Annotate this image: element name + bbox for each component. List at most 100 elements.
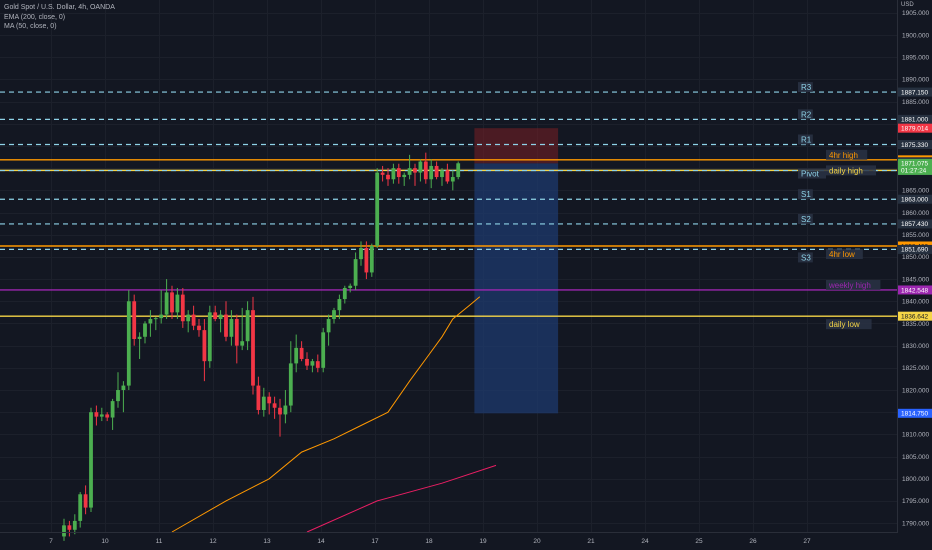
time-axis-tick-label: 19 xyxy=(479,538,487,545)
take-profit-zone xyxy=(474,163,559,414)
candle-body xyxy=(116,390,120,402)
candlesticks xyxy=(62,152,461,541)
candle-body xyxy=(148,319,153,324)
price-axis-tick-label: 1855.000 xyxy=(902,232,929,239)
candle-body xyxy=(94,412,99,417)
level-label-bg xyxy=(798,168,826,179)
level-label: weekly high xyxy=(828,281,871,290)
price-tag-bg xyxy=(898,408,932,418)
candle-body xyxy=(369,245,374,273)
level-label-bg xyxy=(798,189,813,200)
candle-body xyxy=(110,401,115,418)
candle-body xyxy=(78,494,83,521)
time-axis-tick-label: 18 xyxy=(425,538,433,545)
price-tag-level: 1875.330 xyxy=(901,142,928,149)
candle-body xyxy=(251,310,255,386)
candle-body xyxy=(256,385,261,410)
price-axis-tags: 1887.1501881.0001875.3301871.8751869.500… xyxy=(898,87,932,418)
ema-indicator-label[interactable]: EMA (200, close, 0) xyxy=(4,13,66,21)
candle-body xyxy=(283,405,288,415)
price-tag-bg xyxy=(898,123,932,133)
candle-body xyxy=(229,319,234,337)
candle-body xyxy=(445,170,450,182)
candle-body xyxy=(434,165,439,178)
price-tag: 1814.750 xyxy=(901,411,928,418)
time-axis-tick-label: 17 xyxy=(371,538,379,545)
candle-body xyxy=(180,294,185,322)
price-tag-countdown: 01:27:24 xyxy=(901,168,927,175)
price-axis-tick-label: 1830.000 xyxy=(902,343,929,350)
time-axis-tick-label: 13 xyxy=(263,538,271,545)
time-axis-tick-label: 24 xyxy=(641,538,649,545)
price-axis-tick-label: 1850.000 xyxy=(902,254,929,261)
level-label-bg xyxy=(798,109,813,120)
price-axis-tick-label: 1840.000 xyxy=(902,299,929,306)
candle-body xyxy=(121,385,126,391)
price-axis-tick-label: 1825.000 xyxy=(902,365,929,372)
time-axis-tick-label: 21 xyxy=(587,538,595,545)
candle-body xyxy=(267,396,272,404)
price-tag-level: 1887.150 xyxy=(901,89,928,96)
candle-body xyxy=(396,168,401,178)
candle-body xyxy=(288,363,293,406)
candle-body xyxy=(402,174,407,178)
candle-body xyxy=(218,314,223,320)
price-tag-level-bg xyxy=(898,194,932,204)
candle-body xyxy=(305,358,309,366)
ema-200-line xyxy=(306,464,497,533)
price-tag-level: 1857.430 xyxy=(901,221,928,228)
candle-body xyxy=(213,312,218,320)
level-label-bg xyxy=(798,252,813,263)
candle-body xyxy=(67,525,72,530)
candle-body xyxy=(126,301,131,386)
price-axis-tick-label: 1860.000 xyxy=(902,210,929,217)
time-axis[interactable]: 7 10 11 12 13 14 17 18 19 20 21 24 25 26 27 xyxy=(49,538,811,545)
candle-body xyxy=(99,414,104,417)
candle-body xyxy=(380,172,385,175)
level-label: R3 xyxy=(801,83,812,92)
axis-currency: USD xyxy=(901,2,914,8)
time-axis-tick-label: 27 xyxy=(803,538,811,545)
ma-50-line xyxy=(171,296,481,533)
ma-indicator-label[interactable]: MA (50, close, 0) xyxy=(4,23,57,30)
time-axis-tick-label: 26 xyxy=(749,538,757,545)
chart-grid xyxy=(0,0,897,532)
candle-body xyxy=(342,287,347,300)
price-tag-level-bg xyxy=(898,285,932,295)
price-tag: 1879.014 xyxy=(901,125,928,132)
level-label: 4hr high xyxy=(829,151,858,160)
candle-body xyxy=(326,319,331,333)
candle-body xyxy=(386,174,390,180)
candle-body xyxy=(83,494,88,508)
price-tag-level-bg xyxy=(898,244,932,254)
level-label: 4hr low xyxy=(829,250,855,259)
candle-body xyxy=(375,172,380,246)
price-axis-tick-label: 1810.000 xyxy=(902,432,929,439)
candle-body xyxy=(407,168,412,175)
candle-body xyxy=(143,323,147,337)
price-axis-tick-label: 1905.000 xyxy=(902,10,929,17)
price-axis-tick-label: 1820.000 xyxy=(902,387,929,394)
candle-body xyxy=(359,248,363,260)
level-label-bg xyxy=(798,82,813,93)
level-label-bg xyxy=(826,279,881,290)
time-axis-tick-label: 25 xyxy=(695,538,703,545)
price-tag-bg xyxy=(898,158,932,175)
candle-body xyxy=(348,285,353,288)
time-axis-tick-label: 20 xyxy=(533,538,541,545)
candle-body xyxy=(294,347,299,364)
level-label-bg xyxy=(826,319,872,330)
price-axis-tick-label: 1805.000 xyxy=(902,454,929,461)
candle-body xyxy=(164,292,169,315)
price-tag-level: 1881.000 xyxy=(901,117,928,124)
price-tag: 1871.075 xyxy=(901,161,928,168)
price-axis-tick-label: 1900.000 xyxy=(902,32,929,39)
candle-body xyxy=(137,336,142,339)
price-axis-tick-label: 1835.000 xyxy=(902,321,929,328)
candle-body xyxy=(240,341,245,346)
candle-body xyxy=(153,318,158,320)
candle-body xyxy=(105,414,110,418)
symbol-title[interactable]: Gold Spot / U.S. Dollar, 4h, OANDA xyxy=(4,4,115,11)
